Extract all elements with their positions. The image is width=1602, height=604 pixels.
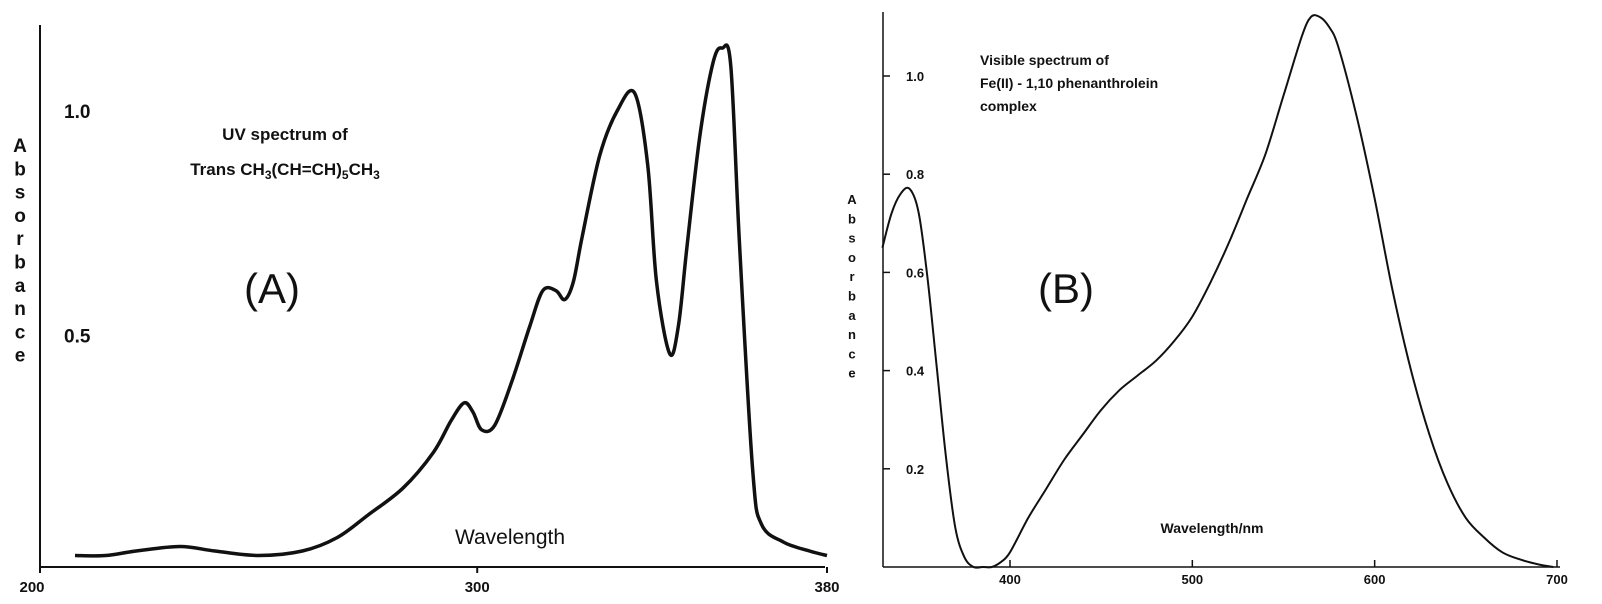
panel-a-title-formula: Trans CH3(CH=CH)5CH3: [190, 160, 380, 182]
panel-a-x-tick-label: 380: [814, 579, 839, 596]
panel-b-x-tick-label: 500: [1181, 572, 1203, 587]
panel-b-x-tick-label: 400: [999, 572, 1021, 587]
panel-b-label: (B): [1038, 265, 1094, 312]
panel-b-y-axis-label-letter: n: [848, 327, 856, 342]
panel-a-x-tick-label: 200: [19, 579, 44, 596]
panel-a-label: (A): [244, 265, 300, 312]
panel-b-y-axis-label-letter: o: [848, 250, 856, 265]
panel-b-y-axis-label-letter: b: [848, 211, 856, 226]
panel-a-y-axis-label-letter: A: [13, 136, 27, 157]
panel-b-spectrum-line: [881, 14, 1554, 569]
panel-b-x-tick-label: 600: [1364, 572, 1386, 587]
panel-a-y-axis-label-letter: c: [15, 322, 26, 343]
panel-b-y-axis-label-letter: c: [848, 346, 855, 361]
panel-b-y-axis-label-letter: e: [848, 366, 855, 381]
panel-b-y-axis-label-letter: b: [848, 289, 856, 304]
panel-b-y-axis-label-letter: s: [848, 231, 855, 246]
panel-b-y-tick-label: 0.8: [906, 167, 924, 182]
panel-a-y-axis-label-letter: b: [14, 159, 26, 180]
panel-a-y-axis-label-letter: s: [15, 183, 26, 204]
panel-a-spectrum-line: [74, 43, 828, 558]
panel-a-x-tick-label: 300: [465, 579, 490, 596]
panel-a-y-axis-label-letter: a: [15, 276, 26, 297]
panel-a: 200 300 380 0.5 1.0 UV spectrum of Trans CH…: [13, 25, 840, 596]
formula-text: CH: [349, 160, 374, 179]
panel-a-y-axis-label-letter: b: [14, 253, 26, 274]
panel-b-y-tick-label: 1.0: [906, 69, 924, 84]
panel-a-y-axis-label-letter: o: [14, 206, 26, 227]
panel-a-y-axis-label-letter: n: [14, 299, 26, 320]
panel-b-y-tick-label: 0.6: [906, 265, 924, 280]
panel-a-x-ticks: 200 300 380: [19, 567, 840, 596]
formula-text: Trans CH: [190, 160, 265, 179]
panel-b-x-axis-label: Wavelength/nm: [1161, 520, 1264, 536]
panel-b-x-tick-label: 700: [1546, 572, 1568, 587]
panel-a-y-axis-label-letter: r: [16, 229, 24, 250]
panel-a-y-axis-label-letter: e: [15, 346, 26, 367]
panel-b-y-tick-label: 0.2: [906, 462, 924, 477]
panel-b-title-line-1: Visible spectrum of: [980, 52, 1109, 68]
formula-subscript: 3: [373, 168, 380, 182]
panel-b: 400 500 600 700 0.2 0.4 0.6 0.8 1.0 Visible spe…: [847, 12, 1568, 587]
panel-a-x-axis-label: Wavelength: [455, 526, 565, 549]
panel-a-y-tick-label: 1.0: [64, 102, 90, 123]
panel-b-y-ticks: 0.2 0.4 0.6 0.8 1.0: [883, 69, 925, 477]
panel-a-title-line-1: UV spectrum of: [222, 125, 348, 144]
panel-b-y-axis-label-letter: A: [847, 192, 857, 207]
panel-b-x-ticks: 400 500 600 700: [999, 560, 1568, 587]
panel-b-y-axis-label-letter: r: [849, 269, 854, 284]
formula-subscript: 5: [342, 168, 349, 182]
panel-b-y-tick-label: 0.4: [906, 364, 925, 379]
panel-b-title-line-3: complex: [980, 98, 1037, 114]
panel-b-title-line-2: Fe(II) - 1,10 phenanthrolein: [980, 75, 1158, 91]
formula-text: (CH=CH): [272, 160, 342, 179]
panel-a-y-tick-label: 0.5: [64, 327, 91, 348]
formula-subscript: 3: [265, 168, 272, 182]
panel-b-y-axis-label-letter: a: [848, 308, 856, 323]
panel-a-y-ticks: 0.5 1.0: [64, 102, 91, 348]
